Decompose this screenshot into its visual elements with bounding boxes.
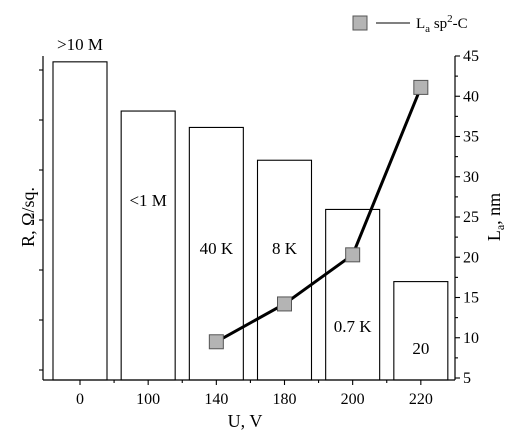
x-tick-label-220: 220 [409,391,433,408]
y-right-title-tail: , nm [484,193,504,225]
legend-label-sub: a [425,23,430,35]
bar-label-100: <1 M [129,191,166,210]
bar-180 [256,159,313,381]
legend-label-tail: -C [453,16,468,32]
x-tick-label-200: 200 [341,391,365,408]
legend-label-rest: sp [430,16,447,32]
x-tick-label-180: 180 [273,391,297,408]
y-right-tick-label-15: 15 [463,290,479,307]
bar-label-180: 8 K [272,239,298,258]
y-right-title-main: L [484,230,504,241]
series-line-0 [215,86,423,344]
legend-label: La sp2-C [416,13,468,35]
y-right-tick-label-25: 25 [463,209,479,226]
y-right-title-sub: a [493,224,506,230]
x-tick-label-140: 140 [204,391,228,408]
bar-label-0: >10 M [57,35,103,54]
bar-220 [393,281,449,381]
bar-label-220: 20 [412,339,429,358]
y-right-tick-label-40: 40 [463,88,479,105]
bar-200 [325,208,381,381]
legend-label-main: L [416,16,425,32]
y-right-tick-label-5: 5 [463,370,471,387]
bars-layer: >10 M <1 M 40 K 8 K 0.7 K 20 [52,35,449,381]
y-right-axis-title: La, nm [484,193,506,241]
x-axis-title: U, V [228,411,263,431]
y-right-tick-label-20: 20 [463,249,479,266]
bar-0 [52,61,108,381]
y-right-tick-label-30: 30 [463,169,479,186]
series-point-180 [277,296,292,312]
y-left-axis-title: R, Ω/sq. [18,187,38,247]
series-point-200 [345,247,361,263]
bar-label-200: 0.7 K [334,317,373,336]
legend: La sp2-C [352,13,468,35]
series-point-140 [208,334,224,350]
legend-label-sup: 2 [447,13,453,25]
x-tick-label-100: 100 [136,391,160,408]
series-point-220 [413,79,429,95]
legend-marker [352,15,368,31]
bar-label-140: 40 K [200,239,234,258]
x-tick-label-0: 0 [76,391,84,408]
bar-100 [120,110,176,381]
y-right-tick-label-10: 10 [463,330,479,347]
y-right-tick-label-45: 45 [463,48,479,65]
line-series-layer [208,79,429,350]
y-right-tick-label-35: 35 [463,129,479,146]
axes-layer: 0 100 140 180 200 220 5 10 15 20 25 30 35 40 45 [39,48,479,408]
